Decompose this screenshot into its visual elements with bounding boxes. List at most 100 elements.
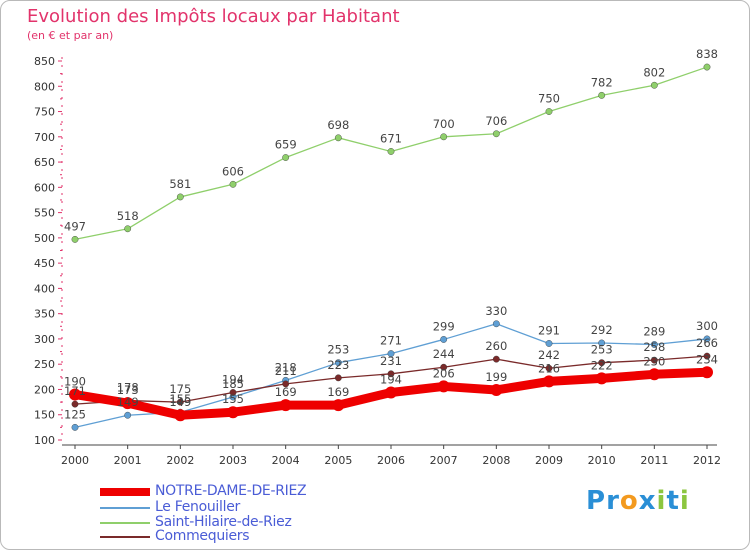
x-tick-label: 2005: [324, 454, 352, 467]
y-tick-label: 600: [34, 181, 55, 194]
data-point: [385, 386, 397, 399]
data-point: [545, 364, 553, 372]
data-label: 659: [275, 138, 297, 152]
data-label: 231: [380, 354, 402, 368]
data-label: 199: [485, 370, 507, 384]
data-point: [334, 359, 342, 367]
data-point: [71, 235, 79, 243]
x-tick-label: 2007: [430, 454, 458, 467]
data-point: [69, 388, 81, 401]
data-label: 222: [591, 358, 613, 372]
data-point: [334, 374, 342, 382]
data-label: 671: [380, 131, 402, 145]
data-label: 838: [696, 47, 718, 61]
data-label: 125: [64, 407, 86, 421]
data-label: 190: [64, 375, 86, 389]
data-label: 330: [485, 304, 507, 318]
data-label: 244: [433, 347, 455, 361]
y-tick-label: 400: [34, 282, 55, 295]
y-tick-label: 800: [34, 80, 55, 93]
data-point: [332, 399, 345, 412]
data-label: 300: [696, 319, 718, 333]
data-point: [545, 108, 553, 115]
x-tick-label: 2012: [693, 454, 721, 467]
data-point: [282, 154, 290, 161]
data-label: 802: [643, 65, 665, 79]
data-label: 242: [538, 348, 560, 362]
data-label: 149: [117, 395, 139, 409]
data-label: 292: [591, 323, 613, 337]
data-label: 706: [485, 114, 507, 128]
data-label: 223: [327, 358, 349, 372]
y-tick-label: 100: [34, 434, 55, 447]
data-point: [334, 134, 342, 142]
data-label: 750: [538, 92, 560, 106]
y-tick-label: 300: [34, 333, 55, 346]
data-label: 206: [433, 366, 455, 380]
data-point: [650, 356, 658, 364]
data-label: 230: [643, 354, 665, 368]
data-label: 518: [117, 209, 139, 223]
chart-subtitle: (en € et par an): [27, 29, 114, 42]
x-tick-label: 2001: [114, 454, 142, 467]
data-point: [703, 352, 711, 360]
data-label: 194: [380, 372, 402, 386]
y-tick-label: 700: [34, 131, 55, 144]
data-point: [650, 341, 658, 348]
logo-letter: P: [586, 486, 607, 516]
legend-label: NOTRE-DAME-DE-RIEZ: [155, 483, 307, 499]
data-point: [387, 350, 395, 357]
data-label: 234: [696, 352, 718, 366]
logo-letter: i: [679, 486, 690, 516]
data-label: 218: [275, 360, 297, 374]
logo-letter: x: [638, 486, 657, 516]
data-label: 497: [64, 219, 86, 233]
x-tick-label: 2008: [482, 454, 510, 467]
data-label: 171: [64, 384, 86, 398]
y-tick-label: 150: [34, 409, 55, 422]
data-point: [650, 81, 658, 89]
y-tick-label: 350: [34, 308, 55, 321]
data-point: [701, 366, 713, 379]
data-point: [490, 383, 503, 396]
data-label: 211: [275, 364, 297, 378]
legend-swatch: [100, 488, 150, 496]
data-label: 155: [222, 392, 244, 406]
data-point: [387, 148, 395, 155]
data-point: [440, 363, 448, 371]
data-point: [71, 400, 79, 408]
data-label: 178: [117, 381, 139, 395]
legend-swatch: [100, 507, 150, 509]
data-label: 606: [222, 164, 244, 178]
y-tick-label: 650: [34, 156, 55, 169]
legend-swatch: [100, 522, 150, 524]
logo-letter: i: [656, 486, 667, 516]
data-point: [492, 355, 500, 363]
data-point: [174, 409, 187, 422]
data-point: [545, 340, 553, 347]
x-tick-label: 2011: [640, 454, 668, 467]
data-point: [598, 359, 606, 367]
data-point: [492, 130, 500, 138]
y-tick-label: 850: [34, 55, 55, 68]
data-point: [598, 339, 606, 347]
data-point: [440, 336, 448, 343]
data-label: 169: [275, 385, 297, 399]
data-label: 185: [222, 377, 244, 391]
x-tick-label: 2003: [219, 454, 247, 467]
data-point: [437, 380, 450, 393]
data-point: [492, 320, 500, 328]
logo-letter: o: [619, 486, 639, 516]
y-tick-label: 550: [34, 207, 55, 220]
data-label: 266: [696, 336, 718, 350]
data-label: 155: [169, 392, 191, 406]
data-point: [543, 375, 555, 388]
data-point: [227, 406, 239, 419]
data-point: [703, 335, 711, 343]
data-label: 253: [327, 343, 349, 357]
data-point: [595, 372, 608, 385]
y-tick-label: 450: [34, 257, 55, 270]
data-label: 175: [169, 382, 191, 396]
